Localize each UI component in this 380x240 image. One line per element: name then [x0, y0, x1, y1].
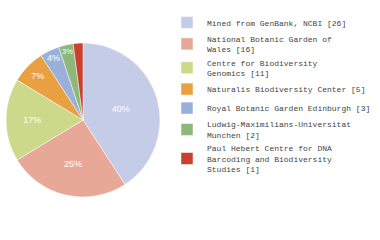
svg-text:Royal Botanic Garden Edinburgh: Royal Botanic Garden Edinburgh [3]	[207, 104, 370, 113]
svg-text:40%: 40%	[112, 104, 130, 114]
svg-text:Naturalis Biodiversity Center: Naturalis Biodiversity Center [5]	[207, 85, 365, 94]
svg-text:25%: 25%	[64, 159, 82, 169]
svg-text:Paul Hebert Centre for DNABarc: Paul Hebert Centre for DNABarcoding and …	[207, 144, 332, 174]
svg-text:Ludwig-Maximilians-Universitat: Ludwig-Maximilians-UniversitatMunchen [2…	[207, 120, 351, 139]
svg-text:4%: 4%	[47, 53, 60, 63]
svg-text:Centre for BiodiversityGenomic: Centre for BiodiversityGenomics [11]	[207, 59, 318, 78]
svg-text:National Botanic Garden ofWale: National Botanic Garden ofWales [16]	[207, 35, 332, 54]
svg-text:7%: 7%	[31, 71, 44, 81]
svg-text:3%: 3%	[62, 47, 73, 56]
svg-text:17%: 17%	[23, 115, 41, 125]
svg-text:Mined from GenBank, NCBI [26]: Mined from GenBank, NCBI [26]	[207, 19, 346, 28]
